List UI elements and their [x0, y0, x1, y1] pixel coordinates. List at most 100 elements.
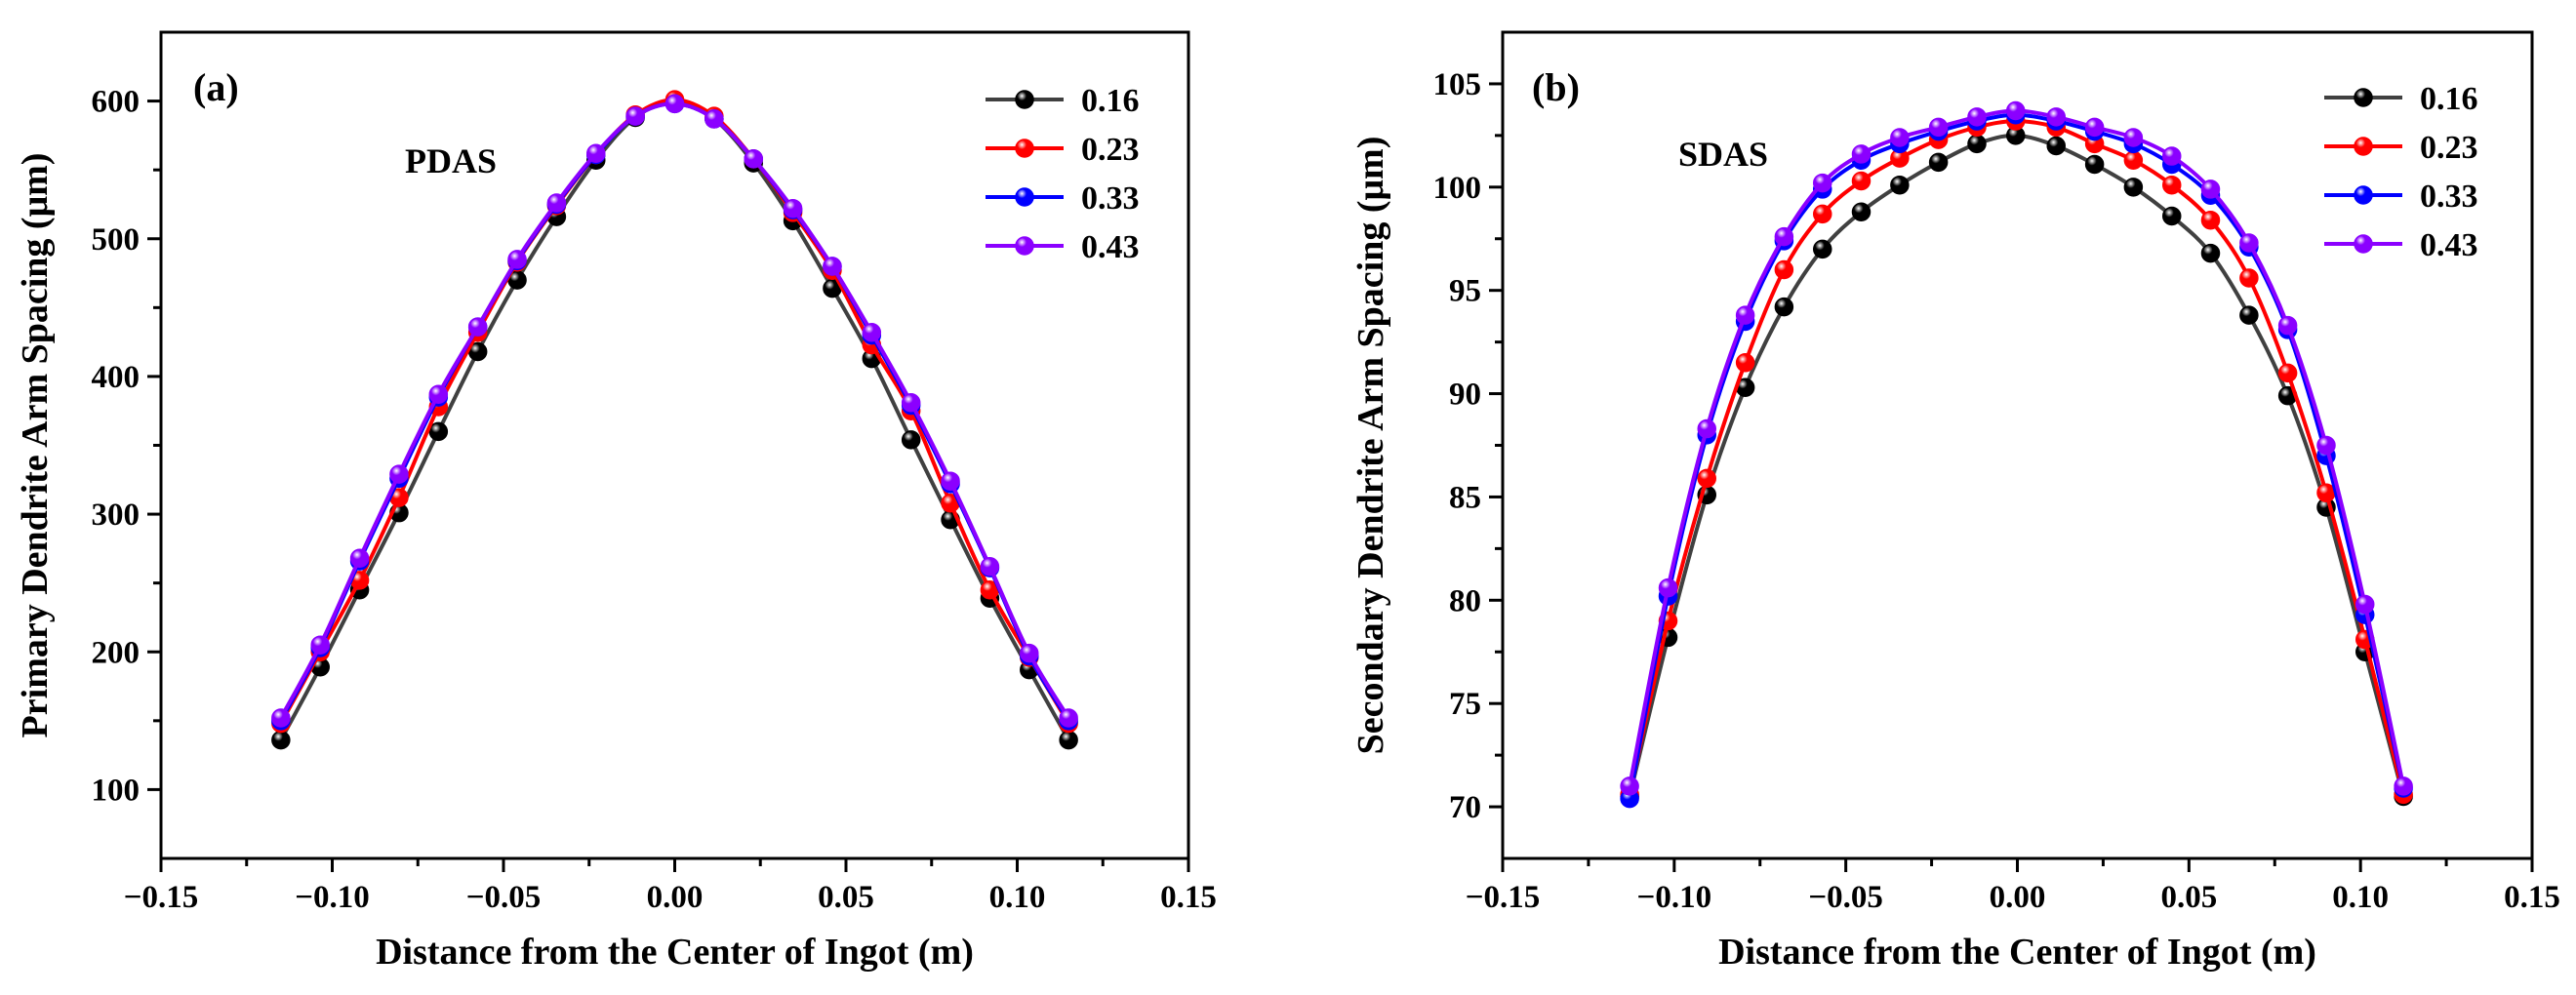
data-point	[823, 257, 842, 276]
x-tick-label: 0.00	[1990, 880, 2046, 915]
data-point	[1735, 305, 1755, 325]
y-tick-label: 500	[92, 222, 141, 258]
data-point	[1890, 128, 1910, 147]
legend-label: 0.33	[1081, 180, 1140, 217]
legend-label: 0.16	[1081, 83, 1140, 119]
data-point	[1020, 643, 1039, 663]
plot-frame	[159, 30, 1190, 860]
x-axis-label: Distance from the Center of Ingot (m)	[1718, 932, 2316, 973]
data-point	[467, 317, 488, 337]
legend-marker	[2354, 137, 2373, 156]
legend-marker	[2354, 234, 2373, 254]
series-0-33	[1620, 104, 2413, 809]
legend-marker	[1015, 139, 1034, 158]
data-point	[2005, 100, 2026, 121]
x-tick-label: −0.15	[1466, 880, 1541, 915]
data-point	[2200, 210, 2221, 230]
x-tick-label: 0.15	[2504, 880, 2560, 915]
legend-label: 0.23	[2420, 130, 2478, 166]
panel-label: (b)	[1532, 65, 1580, 109]
data-point	[1697, 418, 1716, 439]
chart-panel-b: −0.15 −0.10 −0.05 0.00 0.05 0.10 0.15 70 75 80 85 9…	[1350, 30, 2560, 973]
data-point	[2200, 243, 2221, 263]
series-0-16	[271, 91, 1078, 750]
data-point	[625, 106, 645, 126]
legend-marker	[2354, 88, 2373, 107]
data-point	[310, 635, 330, 655]
data-point	[271, 730, 291, 750]
legend-label: 0.16	[2420, 81, 2478, 117]
data-point	[1774, 297, 1794, 317]
data-point	[1851, 202, 1872, 221]
legend-marker	[1015, 236, 1034, 256]
x-tick-label: 0.15	[1160, 880, 1217, 915]
data-point	[1735, 353, 1755, 373]
y-tick-label: 105	[1433, 67, 1482, 102]
y-axis-label: Secondary Dendrite Arm Spacing (μm)	[1350, 137, 1391, 755]
data-point	[2123, 150, 2144, 171]
data-point	[783, 198, 803, 219]
legend: 0.16 0.23 0.33 0.43	[986, 83, 1140, 265]
data-point	[2355, 594, 2375, 615]
series-line	[1628, 119, 2406, 795]
data-point	[507, 250, 527, 269]
data-point	[349, 548, 370, 569]
data-point	[2239, 305, 2259, 325]
legend-item: 0.16	[2324, 81, 2478, 117]
data-point	[2046, 136, 2066, 156]
data-point	[980, 556, 1000, 577]
data-point	[1851, 144, 1872, 164]
data-point	[1813, 239, 1832, 259]
y-tick-label: 95	[1449, 274, 1481, 309]
data-point	[2162, 175, 2182, 195]
data-point	[901, 430, 921, 450]
data-point	[2394, 776, 2413, 796]
data-point	[2316, 435, 2336, 456]
plot-frame	[1501, 30, 2534, 860]
data-point	[271, 708, 291, 728]
panel-label: (a)	[193, 65, 239, 109]
series-line	[1628, 108, 2406, 787]
series-0-23	[271, 90, 1078, 734]
y-tick-label: 80	[1449, 583, 1481, 618]
data-point	[2046, 107, 2066, 127]
x-tick-label: −0.05	[1808, 880, 1883, 915]
data-point	[1774, 259, 1794, 280]
data-point	[2123, 128, 2144, 147]
legend-item: 0.23	[986, 132, 1140, 168]
series-line	[1628, 112, 2406, 799]
legend-item: 0.43	[2324, 227, 2478, 263]
series-0-23	[1620, 111, 2413, 805]
x-tick-label: 0.05	[2160, 880, 2217, 915]
data-point	[1851, 171, 1872, 191]
series-line	[279, 99, 1070, 741]
data-point	[2123, 178, 2144, 197]
data-point	[862, 322, 882, 342]
data-point	[1059, 708, 1078, 728]
data-point	[664, 94, 685, 114]
data-point	[2277, 315, 2298, 336]
data-point	[1967, 107, 1987, 127]
data-point	[1928, 117, 1949, 138]
y-axis-label: Primary Dendrite Arm Spacing (μm)	[15, 153, 56, 738]
data-point	[428, 421, 449, 442]
series-line	[279, 101, 1070, 722]
series-line	[279, 101, 1070, 720]
x-tick-label: −0.10	[295, 880, 370, 915]
x-tick-label: 0.10	[2332, 880, 2389, 915]
series-0-33	[271, 94, 1078, 731]
legend-marker	[1015, 90, 1034, 109]
data-point	[389, 464, 409, 484]
data-point	[1967, 134, 1987, 154]
x-tick-label: 0.00	[647, 880, 704, 915]
legend-marker	[1015, 187, 1034, 207]
data-point	[1620, 776, 1639, 796]
y-tick-label: 600	[92, 85, 141, 120]
data-point	[2162, 206, 2182, 226]
chart-annotation: SDAS	[1678, 135, 1768, 174]
x-axis-label: Distance from the Center of Ingot (m)	[376, 932, 974, 973]
data-point	[1774, 226, 1794, 247]
y-tick-label: 70	[1449, 790, 1481, 825]
legend-marker	[2354, 185, 2373, 205]
